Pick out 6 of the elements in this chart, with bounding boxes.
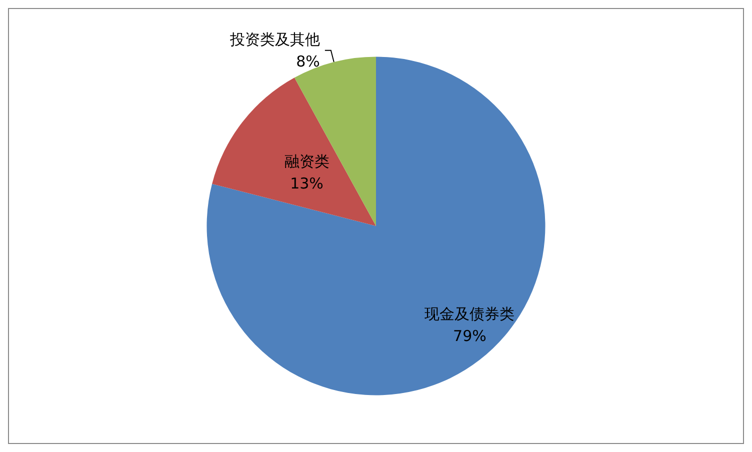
slice-label: 融资类 [284, 152, 330, 170]
slice-label: 投资类及其他 [228, 30, 320, 48]
data-label: 8% [296, 52, 320, 70]
data-label: 79% [453, 327, 486, 346]
slice-label: 现金及债券类 [424, 305, 515, 324]
data-label: 13% [290, 174, 324, 192]
